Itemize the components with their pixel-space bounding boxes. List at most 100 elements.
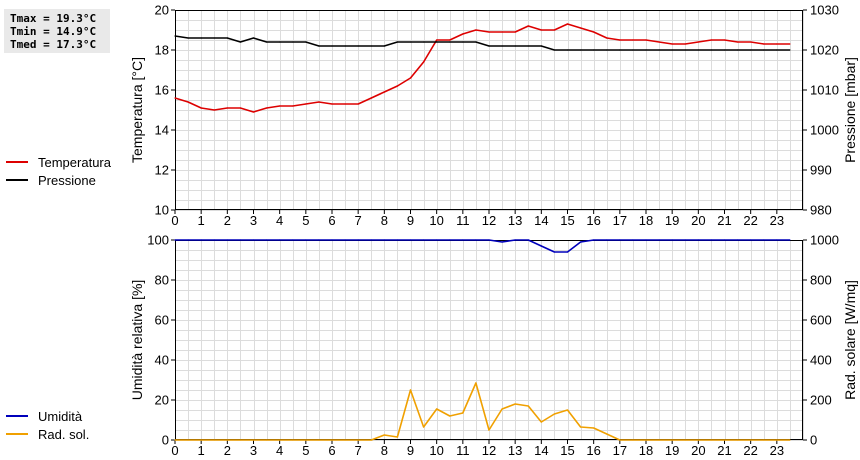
data-point <box>370 45 372 47</box>
data-point <box>357 103 359 105</box>
data-point <box>344 103 346 105</box>
data-point <box>344 239 346 241</box>
data-point <box>436 239 438 241</box>
legend-swatch-umidita <box>6 415 28 417</box>
x-tick-label: 21 <box>717 213 731 228</box>
y-tick-label-right: 0 <box>810 433 817 448</box>
data-point <box>606 37 608 39</box>
data-point <box>239 107 241 109</box>
data-point <box>266 107 268 109</box>
data-point <box>750 239 752 241</box>
data-point <box>501 241 503 243</box>
data-point <box>462 41 464 43</box>
series-rad-sol- <box>174 382 791 441</box>
x-tick-label: 17 <box>613 213 627 228</box>
data-point <box>331 45 333 47</box>
series-temperatura <box>174 23 791 113</box>
data-point <box>789 49 791 51</box>
data-point <box>488 45 490 47</box>
data-point <box>501 31 503 33</box>
data-point <box>292 439 294 441</box>
data-point <box>409 77 412 79</box>
data-point <box>606 49 608 51</box>
data-point <box>553 413 556 415</box>
x-tick-label: 19 <box>665 213 679 228</box>
data-point <box>658 41 660 43</box>
data-point <box>292 239 294 241</box>
data-point <box>436 41 438 43</box>
series-line <box>175 239 790 253</box>
x-tick-label: 9 <box>407 213 414 228</box>
data-point <box>423 239 425 241</box>
data-point <box>305 239 307 241</box>
data-point <box>213 109 215 111</box>
data-point <box>409 41 412 43</box>
x-tick-label: 1 <box>198 443 205 458</box>
data-point <box>357 439 359 441</box>
data-point <box>174 35 176 37</box>
data-point <box>252 439 255 441</box>
x-tick-label: 19 <box>665 443 679 458</box>
grid <box>175 240 804 441</box>
data-point <box>697 49 699 51</box>
data-point <box>357 239 359 241</box>
data-point <box>684 43 686 45</box>
data-point <box>279 439 281 441</box>
data-point <box>789 43 791 45</box>
y-tick-label-left: 16 <box>155 83 169 98</box>
data-point <box>632 239 634 241</box>
data-point <box>239 239 241 241</box>
data-point <box>658 439 660 441</box>
data-point <box>593 31 595 33</box>
y-tick-label-right: 990 <box>810 163 832 178</box>
data-point <box>449 39 451 41</box>
data-point <box>488 239 490 241</box>
stats-box: Tmax = 19.3°C Tmin = 14.9°C Tmed = 17.3°… <box>4 9 110 53</box>
legend-label-rad-sol: Rad. sol. <box>38 426 90 442</box>
data-point <box>396 436 398 438</box>
legend-item-pressione: Pressione <box>6 171 111 189</box>
data-point <box>553 251 556 253</box>
data-point <box>527 45 529 47</box>
data-point <box>383 434 385 436</box>
data-point <box>187 101 189 103</box>
data-point <box>423 426 425 428</box>
data-point <box>763 49 765 51</box>
data-point <box>619 439 621 441</box>
x-tick-label: 1 <box>198 213 205 228</box>
y-axis-label-right: Pressione [mbar] <box>842 57 858 163</box>
chart-panel-1: 0 1 2 3 4 5 6 7 8 9 10 11 12 13 14 15 16 17 18 19 20 21 22 2310… <box>129 3 858 229</box>
data-point <box>213 439 215 441</box>
x-tick-label: 18 <box>639 213 653 228</box>
y-tick-label-left: 80 <box>155 273 169 288</box>
data-point <box>540 245 542 247</box>
x-tick-label: 13 <box>508 213 522 228</box>
data-point <box>527 25 529 27</box>
data-point <box>396 239 398 241</box>
data-point <box>449 41 451 43</box>
data-point <box>540 29 542 31</box>
data-point <box>370 97 372 99</box>
data-point <box>331 239 333 241</box>
data-point <box>671 439 673 441</box>
data-point <box>684 439 686 441</box>
series-line <box>174 35 790 51</box>
data-point <box>501 408 503 410</box>
data-point <box>645 239 647 241</box>
data-point <box>370 239 372 241</box>
data-point <box>619 39 621 41</box>
legend-swatch-rad-sol <box>6 433 28 435</box>
data-point <box>789 439 791 441</box>
data-point <box>658 239 660 241</box>
data-point <box>763 439 765 441</box>
data-point <box>331 439 333 441</box>
data-point <box>501 45 503 47</box>
data-point <box>200 239 202 241</box>
data-point <box>449 415 451 417</box>
data-point <box>226 37 228 39</box>
y-tick-label-left: 20 <box>155 3 169 18</box>
plot-frame <box>175 10 803 210</box>
data-point <box>423 41 425 43</box>
data-point <box>619 49 621 51</box>
data-point <box>213 37 215 39</box>
